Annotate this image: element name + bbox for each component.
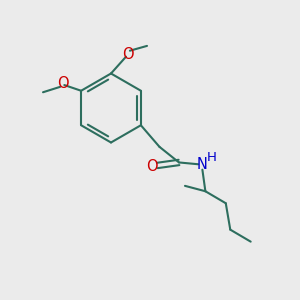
Text: O: O [122,47,133,62]
Text: O: O [146,159,158,174]
Text: H: H [207,151,217,164]
Text: N: N [197,157,208,172]
Text: O: O [57,76,68,91]
